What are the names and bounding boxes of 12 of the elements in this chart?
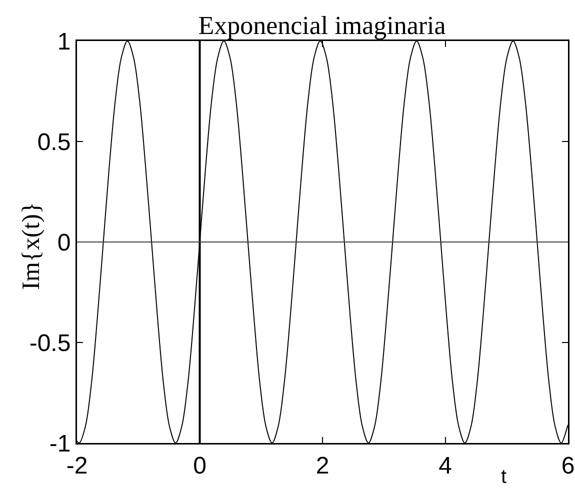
x-tick-label: 6 [561,452,575,480]
x-tick-label: 4 [438,452,452,480]
line-series [77,41,568,443]
y-tick-label: 0.5 [37,128,71,156]
x-tick-label: 2 [316,452,330,480]
chart-title: Exponencial imaginaria [198,11,446,40]
y-tick-label: 0 [57,229,71,256]
y-tick-label: -0.5 [29,330,71,357]
y-tick-label: 1 [57,28,71,56]
x-tick-label: 0 [193,452,206,480]
y-axis-title: Im{x(t)} [18,202,45,290]
x-axis-title: t [501,466,507,488]
